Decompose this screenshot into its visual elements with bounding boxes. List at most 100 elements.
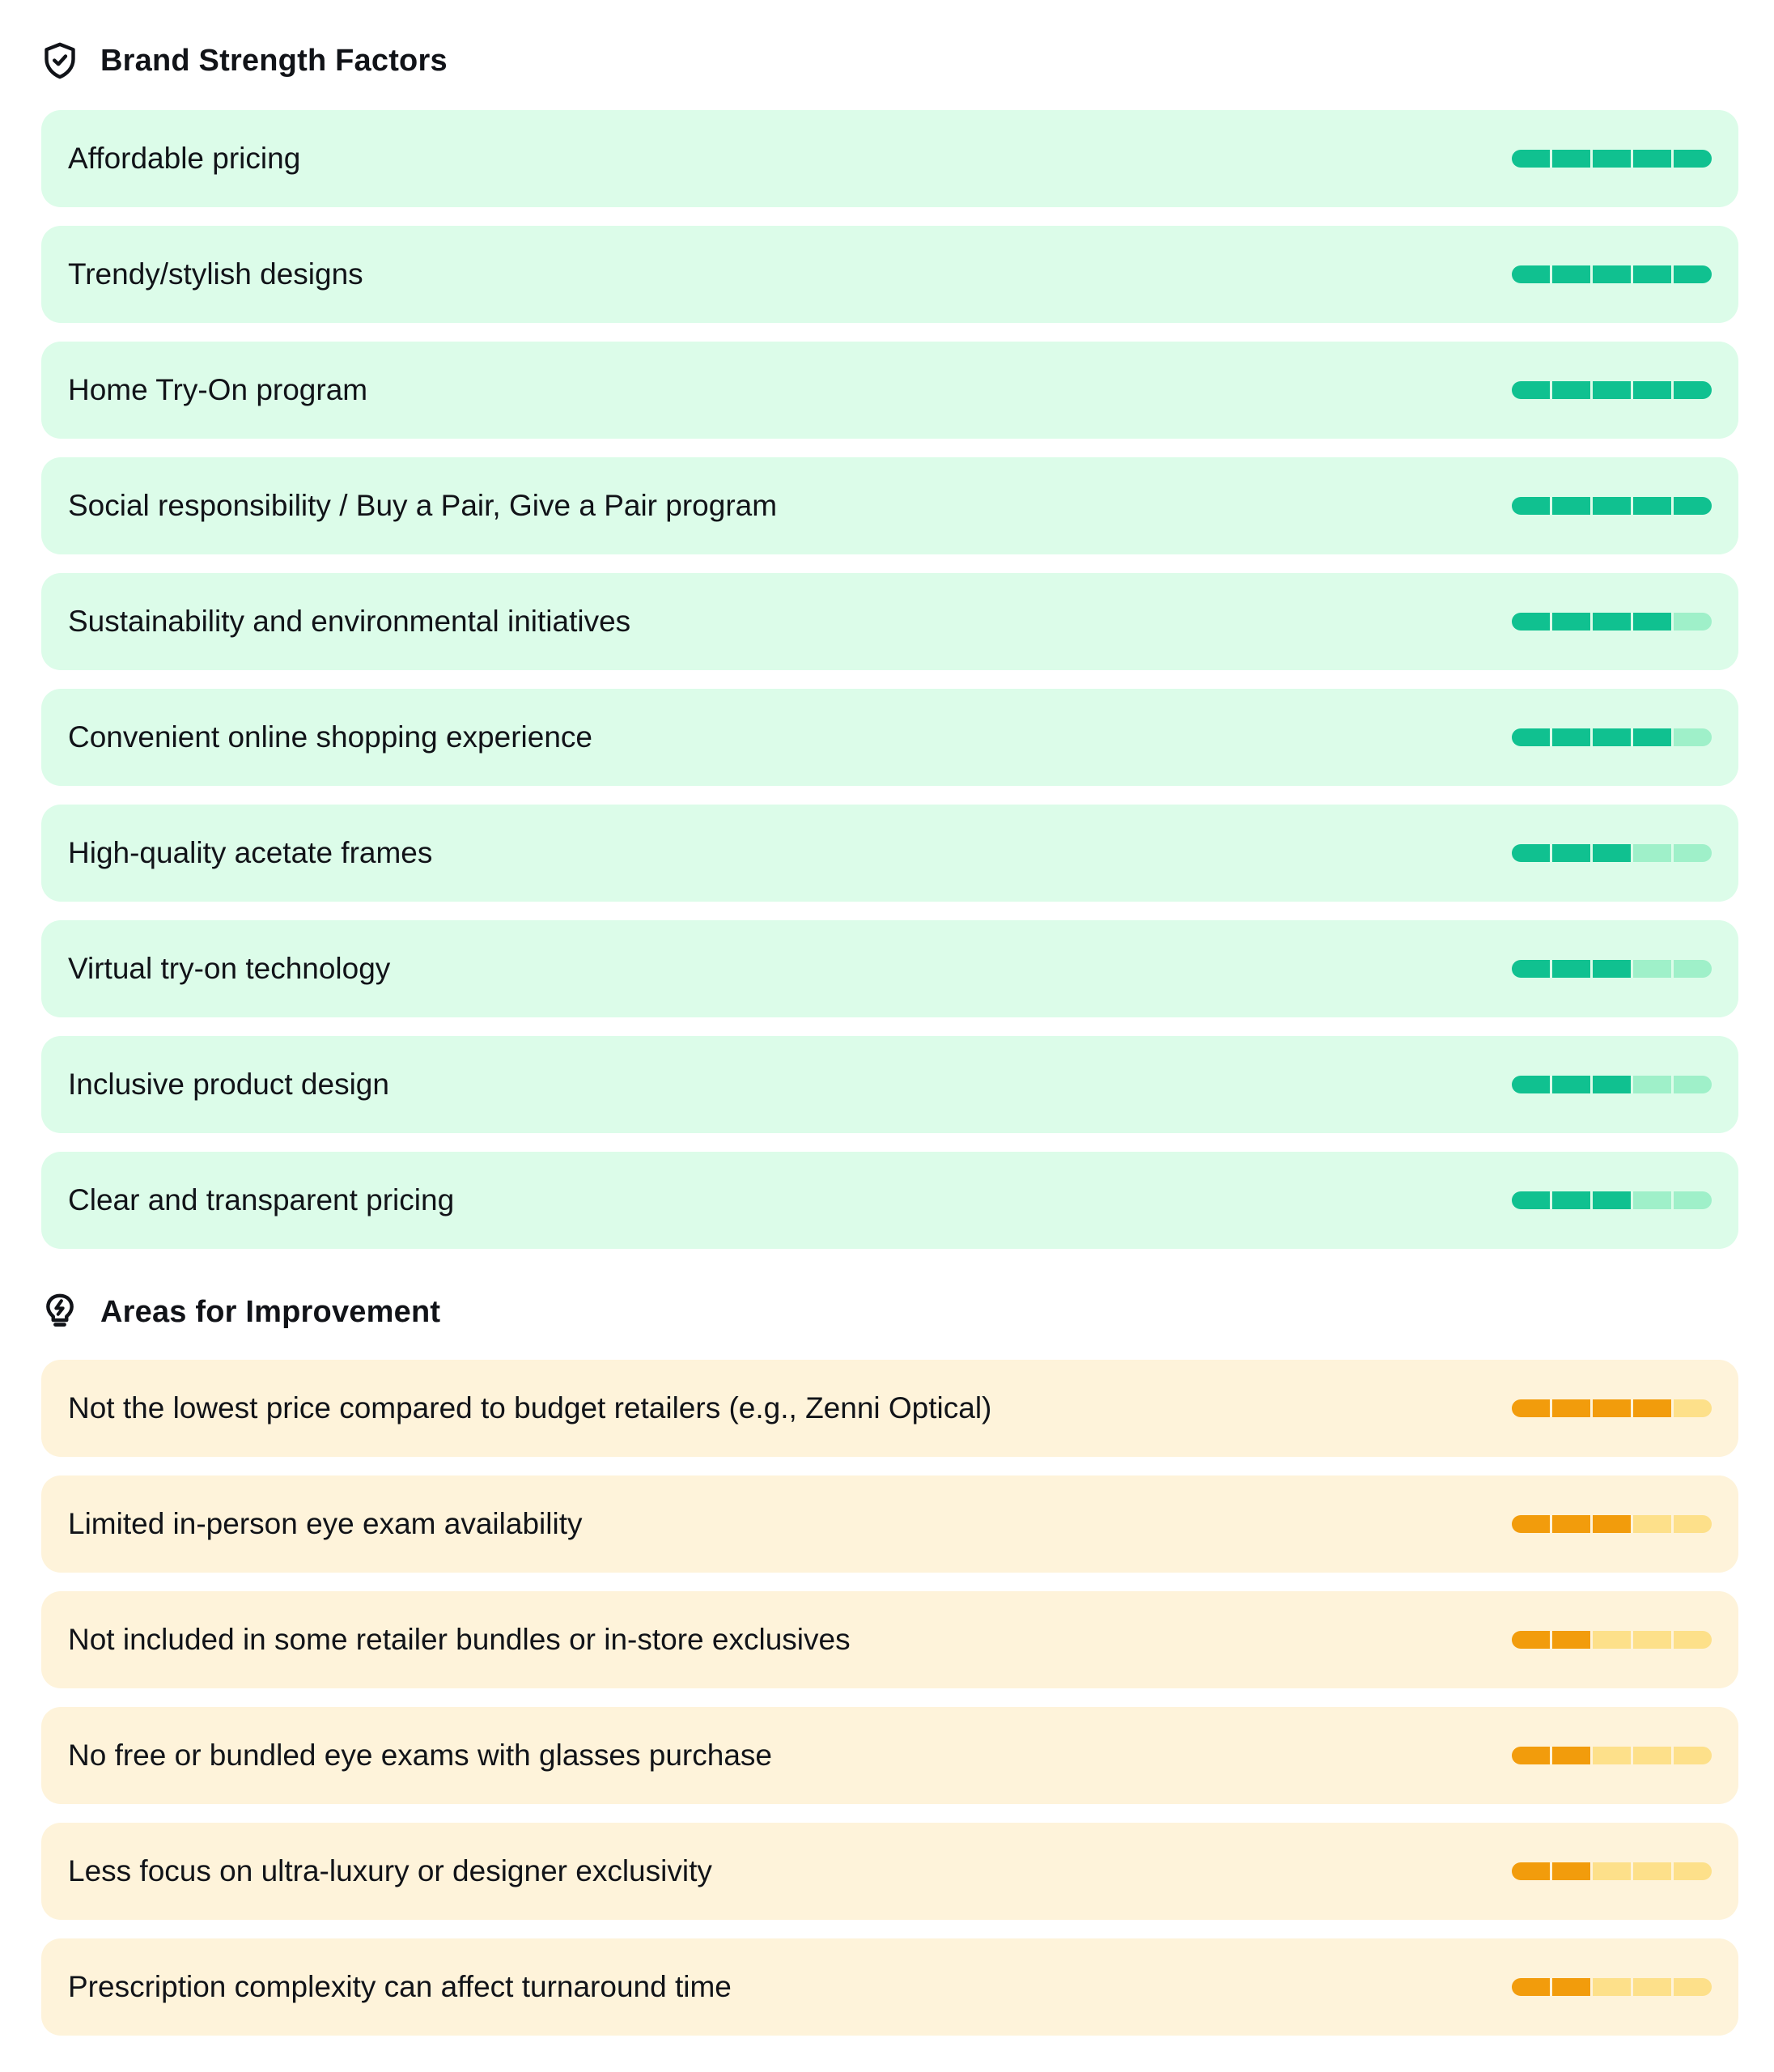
factor-label: Inclusive product design: [68, 1068, 389, 1101]
rating-bar: [1512, 1076, 1712, 1093]
factor-card: No free or bundled eye exams with glasse…: [41, 1707, 1738, 1804]
factor-card: Not included in some retailer bundles or…: [41, 1591, 1738, 1688]
factor-card: High-quality acetate frames: [41, 805, 1738, 902]
rating-segment-filled: [1552, 728, 1590, 746]
factor-card: Social responsibility / Buy a Pair, Give…: [41, 457, 1738, 554]
rating-segment-empty: [1674, 1515, 1712, 1533]
rating-segment-filled: [1552, 1862, 1590, 1880]
rating-segment-filled: [1633, 381, 1671, 399]
rating-bar: [1512, 1747, 1712, 1764]
rating-segment-filled: [1512, 1515, 1550, 1533]
factor-card: Less focus on ultra-luxury or designer e…: [41, 1823, 1738, 1920]
rating-segment-filled: [1552, 265, 1590, 283]
rating-segment-empty: [1593, 1747, 1631, 1764]
rating-segment-empty: [1633, 844, 1671, 862]
factor-card: Not the lowest price compared to budget …: [41, 1360, 1738, 1457]
factor-card: Convenient online shopping experience: [41, 689, 1738, 786]
rating-segment-filled: [1552, 381, 1590, 399]
rating-segment-filled: [1593, 1076, 1631, 1093]
shield-check-icon: [45, 42, 75, 79]
rating-segment-filled: [1552, 1076, 1590, 1093]
rating-segment-filled: [1512, 728, 1550, 746]
factor-card: Affordable pricing: [41, 110, 1738, 207]
rating-segment-filled: [1633, 265, 1671, 283]
factor-label: No free or bundled eye exams with glasse…: [68, 1739, 772, 1772]
strengths-list: Affordable pricing Trendy/stylish designs…: [41, 110, 1738, 1267]
factor-card: Home Try-On program: [41, 342, 1738, 439]
rating-segment-empty: [1633, 1515, 1671, 1533]
rating-segment-empty: [1633, 1076, 1671, 1093]
rating-segment-filled: [1593, 1399, 1631, 1417]
rating-bar: [1512, 265, 1712, 283]
rating-segment-filled: [1512, 497, 1550, 515]
rating-segment-filled: [1593, 960, 1631, 978]
rating-segment-empty: [1674, 1747, 1712, 1764]
rating-segment-empty: [1674, 1978, 1712, 1996]
rating-bar: [1512, 1515, 1712, 1533]
rating-segment-filled: [1512, 381, 1550, 399]
rating-segment-filled: [1593, 1191, 1631, 1209]
rating-segment-empty: [1633, 1747, 1671, 1764]
factor-card: Prescription complexity can affect turna…: [41, 1938, 1738, 2036]
rating-bar: [1512, 1862, 1712, 1880]
rating-segment-empty: [1674, 728, 1712, 746]
rating-segment-filled: [1512, 1978, 1550, 1996]
rating-segment-filled: [1552, 1631, 1590, 1649]
factor-label: Social responsibility / Buy a Pair, Give…: [68, 489, 778, 522]
rating-segment-filled: [1552, 613, 1590, 631]
rating-segment-empty: [1633, 960, 1671, 978]
factor-label: Less focus on ultra-luxury or designer e…: [68, 1854, 712, 1887]
rating-segment-filled: [1593, 844, 1631, 862]
rating-segment-filled: [1512, 1076, 1550, 1093]
rating-bar: [1512, 381, 1712, 399]
factor-label: Affordable pricing: [68, 142, 301, 175]
factor-card: Trendy/stylish designs: [41, 226, 1738, 323]
rating-segment-empty: [1674, 1631, 1712, 1649]
rating-segment-filled: [1674, 150, 1712, 168]
rating-segment-filled: [1512, 613, 1550, 631]
rating-segment-filled: [1593, 381, 1631, 399]
factor-label: High-quality acetate frames: [68, 836, 433, 869]
rating-segment-empty: [1593, 1862, 1631, 1880]
factor-label: Virtual try-on technology: [68, 952, 391, 985]
rating-segment-filled: [1552, 1978, 1590, 1996]
factor-label: Prescription complexity can affect turna…: [68, 1970, 732, 2003]
rating-segment-filled: [1512, 1191, 1550, 1209]
rating-segment-empty: [1633, 1631, 1671, 1649]
factor-label: Sustainability and environmental initiat…: [68, 605, 631, 638]
rating-segment-filled: [1633, 150, 1671, 168]
rating-segment-filled: [1512, 150, 1550, 168]
improvements-list: Not the lowest price compared to budget …: [41, 1360, 1738, 2054]
rating-segment-filled: [1552, 1747, 1590, 1764]
factor-card: Virtual try-on technology: [41, 920, 1738, 1017]
rating-segment-filled: [1552, 497, 1590, 515]
rating-segment-empty: [1674, 1076, 1712, 1093]
factor-label: Limited in-person eye exam availability: [68, 1507, 583, 1540]
rating-bar: [1512, 728, 1712, 746]
strengths-title: Brand Strength Factors: [100, 43, 448, 78]
rating-segment-filled: [1512, 265, 1550, 283]
rating-segment-filled: [1512, 1747, 1550, 1764]
rating-bar: [1512, 844, 1712, 862]
rating-segment-empty: [1593, 1978, 1631, 1996]
rating-bar: [1512, 1191, 1712, 1209]
rating-segment-empty: [1674, 1399, 1712, 1417]
rating-segment-empty: [1633, 1978, 1671, 1996]
rating-segment-filled: [1593, 497, 1631, 515]
rating-segment-filled: [1552, 1191, 1590, 1209]
rating-segment-filled: [1593, 265, 1631, 283]
rating-segment-empty: [1674, 844, 1712, 862]
rating-segment-filled: [1552, 1399, 1590, 1417]
factor-label: Convenient online shopping experience: [68, 720, 592, 754]
rating-segment-filled: [1593, 728, 1631, 746]
factor-card: Clear and transparent pricing: [41, 1152, 1738, 1249]
rating-segment-empty: [1674, 960, 1712, 978]
rating-segment-filled: [1552, 960, 1590, 978]
factor-label: Not included in some retailer bundles or…: [68, 1623, 851, 1656]
rating-segment-filled: [1633, 613, 1671, 631]
rating-bar: [1512, 960, 1712, 978]
improvements-header: Areas for Improvement: [42, 1288, 440, 1336]
strengths-header: Brand Strength Factors: [42, 36, 448, 85]
factor-label: Not the lowest price compared to budget …: [68, 1391, 992, 1424]
rating-segment-filled: [1674, 381, 1712, 399]
